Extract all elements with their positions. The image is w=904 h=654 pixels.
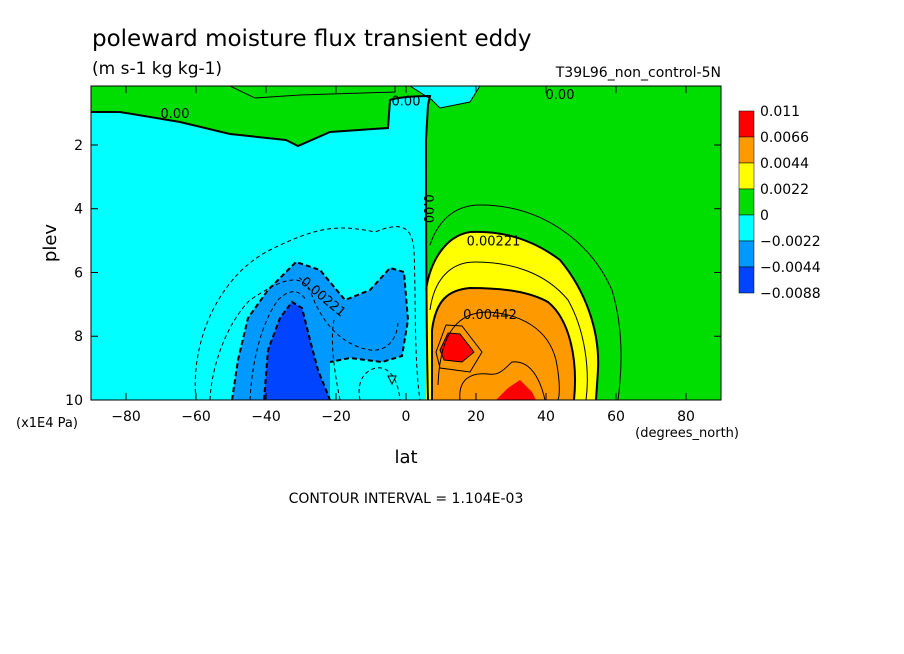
legend-label: 0.0044 [760,156,809,172]
contour-label: 0.00221 [467,235,521,250]
region-pos-low-cap [230,86,395,98]
contour-pos-inner2 [459,361,546,400]
contour-interval-note: CONTOUR INTERVAL = 1.104E-03 [289,491,524,507]
x-axis-label: lat [394,447,417,468]
y-tick-label: 2 [74,138,83,154]
contour-neg-core [331,319,341,400]
x-tick-label: 80 [677,409,695,425]
contour-max-1 [439,332,475,363]
contour-zero-strip [409,86,481,109]
contour-neg-triangle [387,375,397,386]
x-axis-units: (degrees_north) [635,426,739,441]
x-tick-label: 40 [537,409,555,425]
dataset-label: T39L96_non_control-5N [555,65,721,81]
contour-label: 0.00 [161,107,190,122]
x-tick-label: −20 [321,409,351,425]
legend-swatch [738,240,755,268]
x-axis: −80 −60 −40 −20 0 20 40 60 80 [111,86,695,425]
x-tick-label: 0 [402,409,411,425]
contour-zero-top [229,86,396,99]
chart-title: poleward moisture flux transient eddy [92,26,531,52]
contour-neg-outer [194,226,421,400]
contour-line-layer [91,86,622,400]
contour-pos-thin [429,204,622,400]
contour-label: 0.00 [420,194,435,223]
legend-swatch [738,188,755,216]
x-tick-label: −60 [181,409,211,425]
y-axis-label: plev [40,224,61,263]
legend-label: 0.011 [760,104,800,120]
region-neg-strip [410,86,480,108]
legend-label: 0.0022 [760,182,809,198]
legend-swatch [738,214,755,242]
contour-neg-0.00221 [231,260,410,400]
contour-fill-layer [91,86,721,400]
x-tick-label: −80 [111,409,141,425]
legend-label: −0.0044 [760,260,821,276]
contour-label: 0.00 [392,94,421,109]
legend-swatch [738,136,755,164]
contour-max-1b [435,324,483,373]
legend-swatch [738,110,755,138]
y-axis: 2 4 6 8 10 [65,138,721,409]
contour-zero [91,94,432,400]
legend-swatch [738,266,755,294]
x-tick-label: 60 [607,409,625,425]
legend-label: 0.0066 [760,130,809,146]
x-tick-label: −40 [251,409,281,425]
y-tick-label: 8 [74,329,83,345]
contour-neg-inner [249,291,307,400]
y-tick-label: 10 [65,393,83,409]
region-pos-max-2 [496,380,536,400]
chart-units: (m s-1 kg kg-1) [92,59,222,79]
contour-pos-inner [437,311,560,400]
contour-label: 0.00 [546,88,575,103]
contour-neg-bump [358,367,401,400]
contour-label: 0.00442 [463,308,517,323]
legend-label: 0 [760,208,769,224]
legend-label: −0.0022 [760,234,821,250]
legend-label: −0.0088 [760,286,821,302]
contour-0.00221 [425,230,600,400]
y-axis-units: (x1E4 Pa) [16,416,78,431]
color-legend: 0.011 0.0066 0.0044 0.0022 0 −0.0022 −0.0044 −0… [738,104,821,302]
region-neg-high [264,302,330,400]
region-pos-max-1 [440,333,474,362]
legend-swatch [738,162,755,190]
y-tick-label: 6 [74,265,83,281]
contour-pos-mid [429,261,588,400]
contour-neg-small [209,279,399,400]
x-tick-label: 20 [467,409,485,425]
y-tick-label: 4 [74,202,83,218]
contour-0.00442 [431,286,576,400]
